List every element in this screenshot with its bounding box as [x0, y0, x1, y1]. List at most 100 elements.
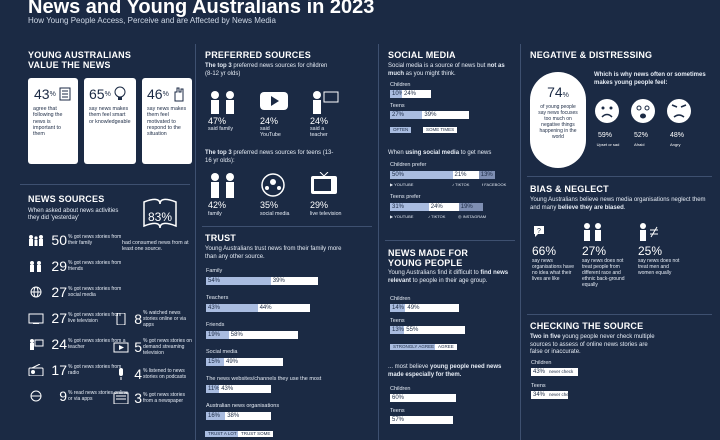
feeling-pct: 59%: [598, 132, 613, 139]
bar-segment: 27%: [390, 111, 423, 119]
bias-pct: 25%: [638, 244, 663, 258]
value-card-text: agree that following the news is importa…: [33, 106, 63, 138]
section-title-preferred: PREFERRED SOURCES: [205, 50, 311, 60]
bar-segment: 13%: [478, 171, 495, 179]
check-text: never check: [549, 369, 574, 374]
source-stat-number: 8: [134, 311, 142, 327]
source-stat-text: % watched news stories online or via app…: [143, 310, 187, 328]
preferred-teens-row: 42% family 35% social media 29% live tel…: [206, 172, 366, 222]
section-title-value-news: YOUNG AUSTRALIANS VALUE THE NEWS: [28, 50, 131, 70]
section-title-news-sources: NEWS SOURCES: [28, 194, 105, 204]
page-title: News and Young Australians in 2023: [28, 0, 375, 18]
intro-text: preferred news sources for children (8-1…: [205, 63, 328, 77]
trust-bar: 15% 49%: [206, 358, 283, 366]
nfy-row-label: Teens: [390, 318, 405, 324]
raised-hand-icon: [174, 87, 184, 102]
preferred-pct: 29%: [310, 200, 329, 210]
platform-name: YOUTUBE: [394, 182, 414, 187]
source-stat-number: 27: [51, 310, 67, 326]
value-card-pct: %: [162, 90, 169, 98]
negative-card: 74% of young people say news focuses too…: [530, 72, 586, 168]
trust-key-a: TRUST A LOT: [205, 431, 240, 437]
intro-bold: The top 3: [205, 150, 232, 156]
bar-segment: 43%: [219, 385, 271, 393]
bar-segment: 43%: [206, 304, 258, 312]
intro-bold: Two in five: [530, 334, 561, 340]
bar-segment: 57%: [390, 416, 453, 424]
news-sources-intro: When asked about news activities they di…: [28, 208, 119, 221]
source-stat-number: 3: [134, 390, 142, 406]
negative-big-number: 74: [547, 84, 563, 100]
trust-row-label: Australian news organisations: [206, 403, 280, 409]
bar-segment: 19%: [458, 203, 483, 211]
value-card: 46% say news makes them feel motivated t…: [142, 78, 192, 164]
intro-bold: not as much: [388, 63, 505, 77]
trust-bar: 54% 39%: [206, 277, 318, 285]
source-stat-number: 29: [51, 258, 67, 274]
nfy-key-a: STRONGLY AGREE: [390, 344, 438, 350]
nfy-bar: 60%: [390, 394, 456, 402]
source-stat: 17 % got news stories from radio: [28, 362, 128, 378]
preferred-label: live television: [310, 211, 342, 217]
preferred-label: family: [208, 211, 222, 217]
globe-icon: [30, 286, 42, 298]
intro-bold: find news relevant: [388, 270, 509, 284]
bias-pct: 27%: [582, 244, 607, 258]
bar-segment: 19%: [206, 331, 229, 339]
source-stat-number: 27: [51, 284, 67, 300]
section-title-line: YOUNG AUSTRALIANS: [28, 50, 132, 60]
source-stat-text: % got news stories from a newspaper: [143, 392, 185, 404]
source-stat: 3 % got news stories from a newspaper: [113, 390, 193, 406]
nfy-key-b: AGREE: [435, 344, 457, 350]
globe-icon: [30, 390, 42, 402]
source-stat-text: % got news stories from social media: [68, 286, 122, 298]
television-icon: [28, 313, 44, 324]
platform-name: TIKTOK: [431, 214, 446, 219]
source-stat-text: % got news stories from a teacher: [68, 338, 126, 350]
intro-text: When: [388, 150, 406, 156]
trust-bar: 19% 58%: [206, 331, 299, 339]
negative-big-text: of young people say news focuses too muc…: [538, 104, 578, 140]
source-stat: 50 % got news stories from their family: [28, 232, 128, 248]
section-title-bias: BIAS & NEGLECT: [530, 184, 609, 194]
feeling-label: Upset or sad: [596, 142, 620, 147]
trust-row-label: Family: [206, 268, 223, 274]
check-bar: 43% never check: [531, 368, 579, 376]
value-card-pct: %: [49, 90, 56, 98]
platform-name: YOUTUBE: [394, 214, 414, 219]
nfy-bar: 57%: [390, 416, 453, 424]
check-row-label: Children: [531, 360, 552, 366]
preferred-label: said YouTube: [260, 126, 281, 139]
bar-segment: 11%: [206, 385, 220, 393]
bias-pct: 66%: [532, 244, 557, 258]
source-stat-number: 5: [134, 339, 142, 355]
value-card: 43% agree that following the news is imp…: [28, 78, 78, 164]
social-network-icon: [261, 173, 285, 197]
bar-segment: 21%: [452, 171, 479, 179]
nfy-bar: 13% 55%: [390, 326, 465, 334]
gender-inequality-icon: [640, 223, 658, 241]
prefer-bar: 31% 24% 19%: [390, 203, 483, 211]
bar-segment: 50%: [390, 171, 453, 179]
trust-row-label: Friends: [206, 322, 225, 328]
divider: [20, 184, 190, 185]
family-icon: [211, 173, 234, 198]
youtube-platform-label: ▶ YOUTUBE: [390, 214, 414, 219]
intro-text: Young Australians believe news media org…: [530, 197, 706, 211]
intro-text: to get news: [459, 150, 492, 156]
trust-bar: 43% 44%: [206, 304, 311, 312]
check-row-label: Teens: [531, 383, 546, 389]
tiktok-platform-label: ♪ TIKTOK: [452, 182, 470, 187]
bar-segment: 39%: [270, 277, 318, 285]
trust-intro: Young Australians trust news from their …: [205, 246, 342, 260]
news-for-young-intro2: ... most believe young people need news …: [388, 364, 513, 379]
bar-segment: 49%: [405, 304, 460, 312]
section-title-negative: NEGATIVE & DISTRESSING: [530, 50, 653, 60]
news-sources-big-text: had consumed news from at least one sour…: [122, 240, 189, 253]
mobile-phone-icon: [116, 313, 126, 325]
section-title-trust: TRUST: [205, 233, 236, 243]
bar-segment: 13%: [390, 326, 405, 334]
source-stat-text: % got news stories from radio: [68, 364, 122, 376]
section-title-checking: CHECKING THE SOURCE: [530, 321, 644, 331]
section-title-line: VALUE THE NEWS: [28, 60, 111, 70]
